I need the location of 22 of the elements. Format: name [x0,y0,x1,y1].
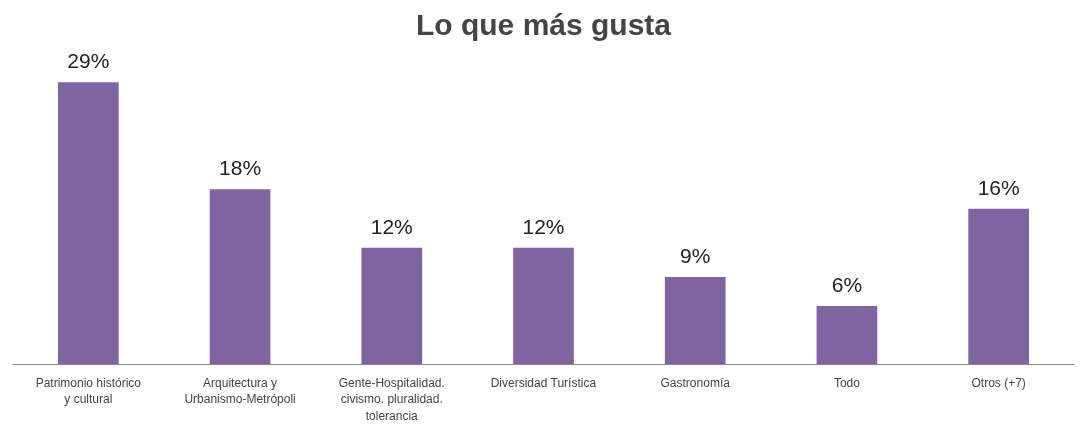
data-label: 12% [522,214,565,238]
data-label: 9% [680,243,711,267]
x-tick-label: Arquitectura y Urbanismo-Metrópoli [184,375,296,407]
x-tick-label: Patrimonio histórico y cultural [35,375,142,407]
x-tick-label: Gastronomía [660,375,731,390]
x-tick-label: Todo [833,375,861,390]
chart-title: Lo que más gusta [415,7,672,41]
bar [58,82,119,365]
data-label: 6% [831,273,863,297]
data-label: 18% [219,156,262,180]
bar [209,189,271,365]
data-label: 12% [370,214,413,238]
bar [513,247,574,365]
x-tick-label: Otros (+7) [971,375,1026,390]
bar [816,306,878,365]
x-tick-label: Gente-Hospitalidad. civismo. pluralidad. tolerancia [338,375,445,424]
bar [664,276,726,365]
bar [361,247,423,365]
x-tick-label: Diversidad Turística [490,375,597,390]
bar [968,208,1029,365]
data-label: 16% [977,175,1020,199]
data-label: 29% [67,49,110,73]
